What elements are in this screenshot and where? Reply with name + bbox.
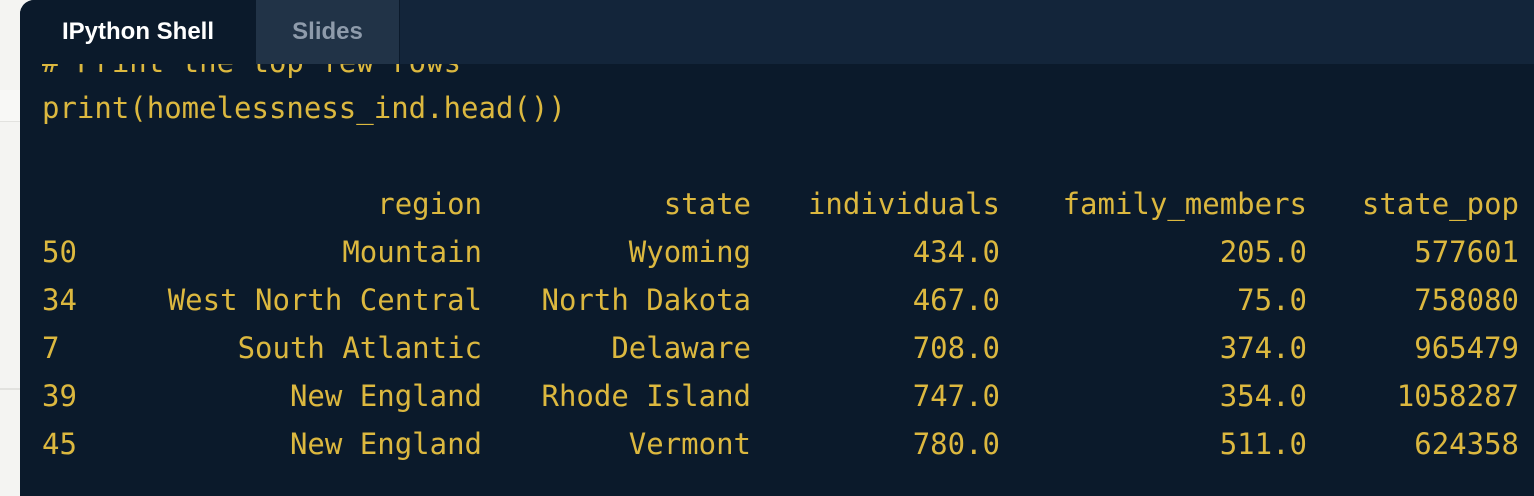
editor-line-highlight xyxy=(0,90,20,122)
column-header-state: state xyxy=(663,187,751,221)
cell-family-members: 205.0 xyxy=(1219,235,1307,269)
cell-state: Rhode Island xyxy=(541,379,751,413)
row-index: 7 xyxy=(42,331,60,365)
cell-family-members: 511.0 xyxy=(1219,427,1307,461)
row-index: 50 xyxy=(42,235,77,269)
cell-individuals: 780.0 xyxy=(912,427,1000,461)
cell-region: South Atlantic xyxy=(237,331,482,365)
command-line: print(homelessness_ind.head()) xyxy=(42,91,566,125)
editor-divider xyxy=(0,388,20,390)
cell-individuals: 434.0 xyxy=(912,235,1000,269)
cell-region: West North Central xyxy=(167,283,482,317)
table-row: 50 Mountain Wyoming 434.0 205.0 577601 xyxy=(42,228,1519,276)
table-row: 34 West North Central North Dakota 467.0… xyxy=(42,276,1519,324)
column-header-region: region xyxy=(377,187,482,221)
column-header-individuals: individuals xyxy=(807,187,1000,221)
cell-state-pop: 577601 xyxy=(1414,235,1519,269)
tab-slides[interactable]: Slides xyxy=(256,0,400,64)
editor-edge xyxy=(0,0,20,496)
cell-region: New England xyxy=(289,379,482,413)
cell-region: Mountain xyxy=(342,235,482,269)
row-index: 39 xyxy=(42,379,77,413)
cell-region: New England xyxy=(289,427,482,461)
cell-family-members: 354.0 xyxy=(1219,379,1307,413)
cell-family-members: 75.0 xyxy=(1237,283,1307,317)
cell-state-pop: 624358 xyxy=(1414,427,1519,461)
table-header-row: region state individuals family_members … xyxy=(42,180,1519,228)
table-row: 39 New England Rhode Island 747.0 354.0 … xyxy=(42,372,1519,420)
row-index: 34 xyxy=(42,283,77,317)
cell-family-members: 374.0 xyxy=(1219,331,1307,365)
cell-state: Vermont xyxy=(628,427,751,461)
cell-state-pop: 758080 xyxy=(1414,283,1519,317)
console-output[interactable]: # Print the top few rows print(homelessn… xyxy=(20,64,1534,496)
tab-bar: IPython Shell Slides xyxy=(20,0,1534,64)
cell-individuals: 467.0 xyxy=(912,283,1000,317)
cell-state: North Dakota xyxy=(541,283,751,317)
cell-state: Wyoming xyxy=(628,235,751,269)
table-row: 45 New England Vermont 780.0 511.0 62435… xyxy=(42,420,1519,468)
cell-state: Delaware xyxy=(611,331,751,365)
tab-ipython-shell[interactable]: IPython Shell xyxy=(20,0,256,64)
cell-individuals: 708.0 xyxy=(912,331,1000,365)
cell-state-pop: 1058287 xyxy=(1396,379,1519,413)
column-header-family-members: family_members xyxy=(1062,187,1307,221)
cell-state-pop: 965479 xyxy=(1414,331,1519,365)
row-index: 45 xyxy=(42,427,77,461)
comment-line: # Print the top few rows xyxy=(42,64,461,86)
table-row: 7 South Atlantic Delaware 708.0 374.0 96… xyxy=(42,324,1519,372)
column-header-state-pop: state_pop xyxy=(1361,187,1519,221)
cell-individuals: 747.0 xyxy=(912,379,1000,413)
ipython-shell-panel: IPython Shell Slides # Print the top few… xyxy=(20,0,1534,496)
